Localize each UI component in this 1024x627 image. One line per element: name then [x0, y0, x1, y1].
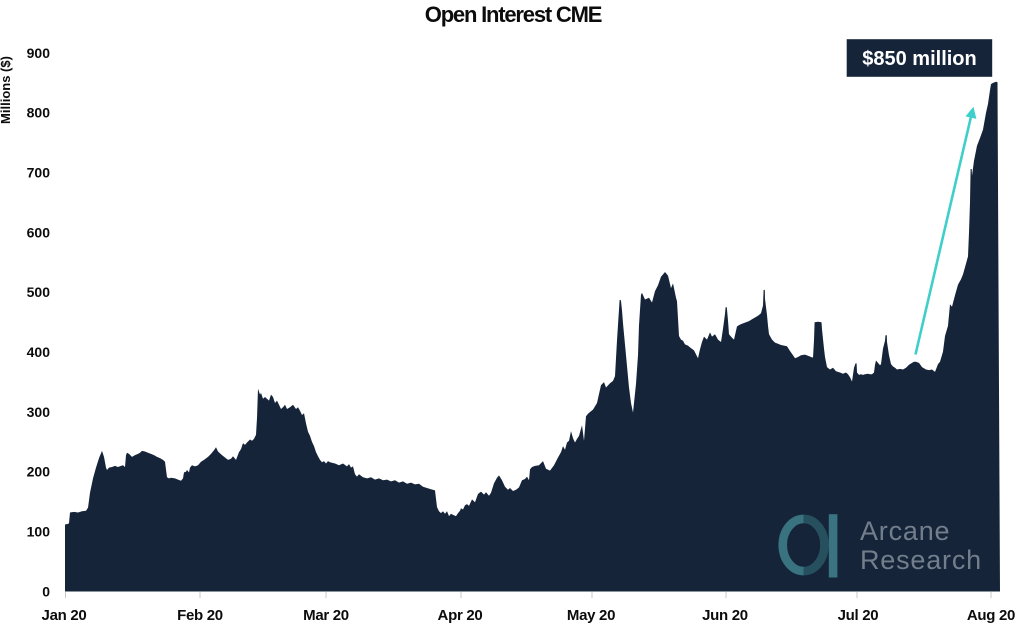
svg-text:Mar 20: Mar 20 [303, 607, 349, 624]
svg-text:Jul 20: Jul 20 [838, 607, 879, 624]
svg-text:Jun 20: Jun 20 [702, 607, 748, 624]
svg-text:Open Interest CME: Open Interest CME [425, 2, 602, 27]
svg-text:Apr 20: Apr 20 [438, 607, 483, 624]
svg-text:Millions ($): Millions ($) [0, 56, 13, 124]
svg-text:0: 0 [42, 583, 50, 599]
svg-text:Arcane: Arcane [860, 516, 950, 546]
svg-text:Feb 20: Feb 20 [177, 607, 223, 624]
svg-text:$850 million: $850 million [862, 48, 977, 70]
svg-text:May 20: May 20 [567, 607, 615, 624]
svg-text:700: 700 [27, 165, 51, 181]
svg-text:Research: Research [860, 545, 982, 575]
svg-text:800: 800 [27, 105, 51, 121]
svg-text:900: 900 [27, 45, 51, 61]
svg-text:300: 300 [27, 404, 51, 420]
svg-text:Aug 20: Aug 20 [967, 607, 1015, 624]
svg-text:400: 400 [27, 344, 51, 360]
svg-text:600: 600 [27, 224, 51, 240]
svg-text:200: 200 [27, 464, 51, 480]
svg-text:500: 500 [27, 284, 51, 300]
svg-text:100: 100 [27, 524, 51, 540]
svg-text:Jan 20: Jan 20 [42, 607, 87, 624]
